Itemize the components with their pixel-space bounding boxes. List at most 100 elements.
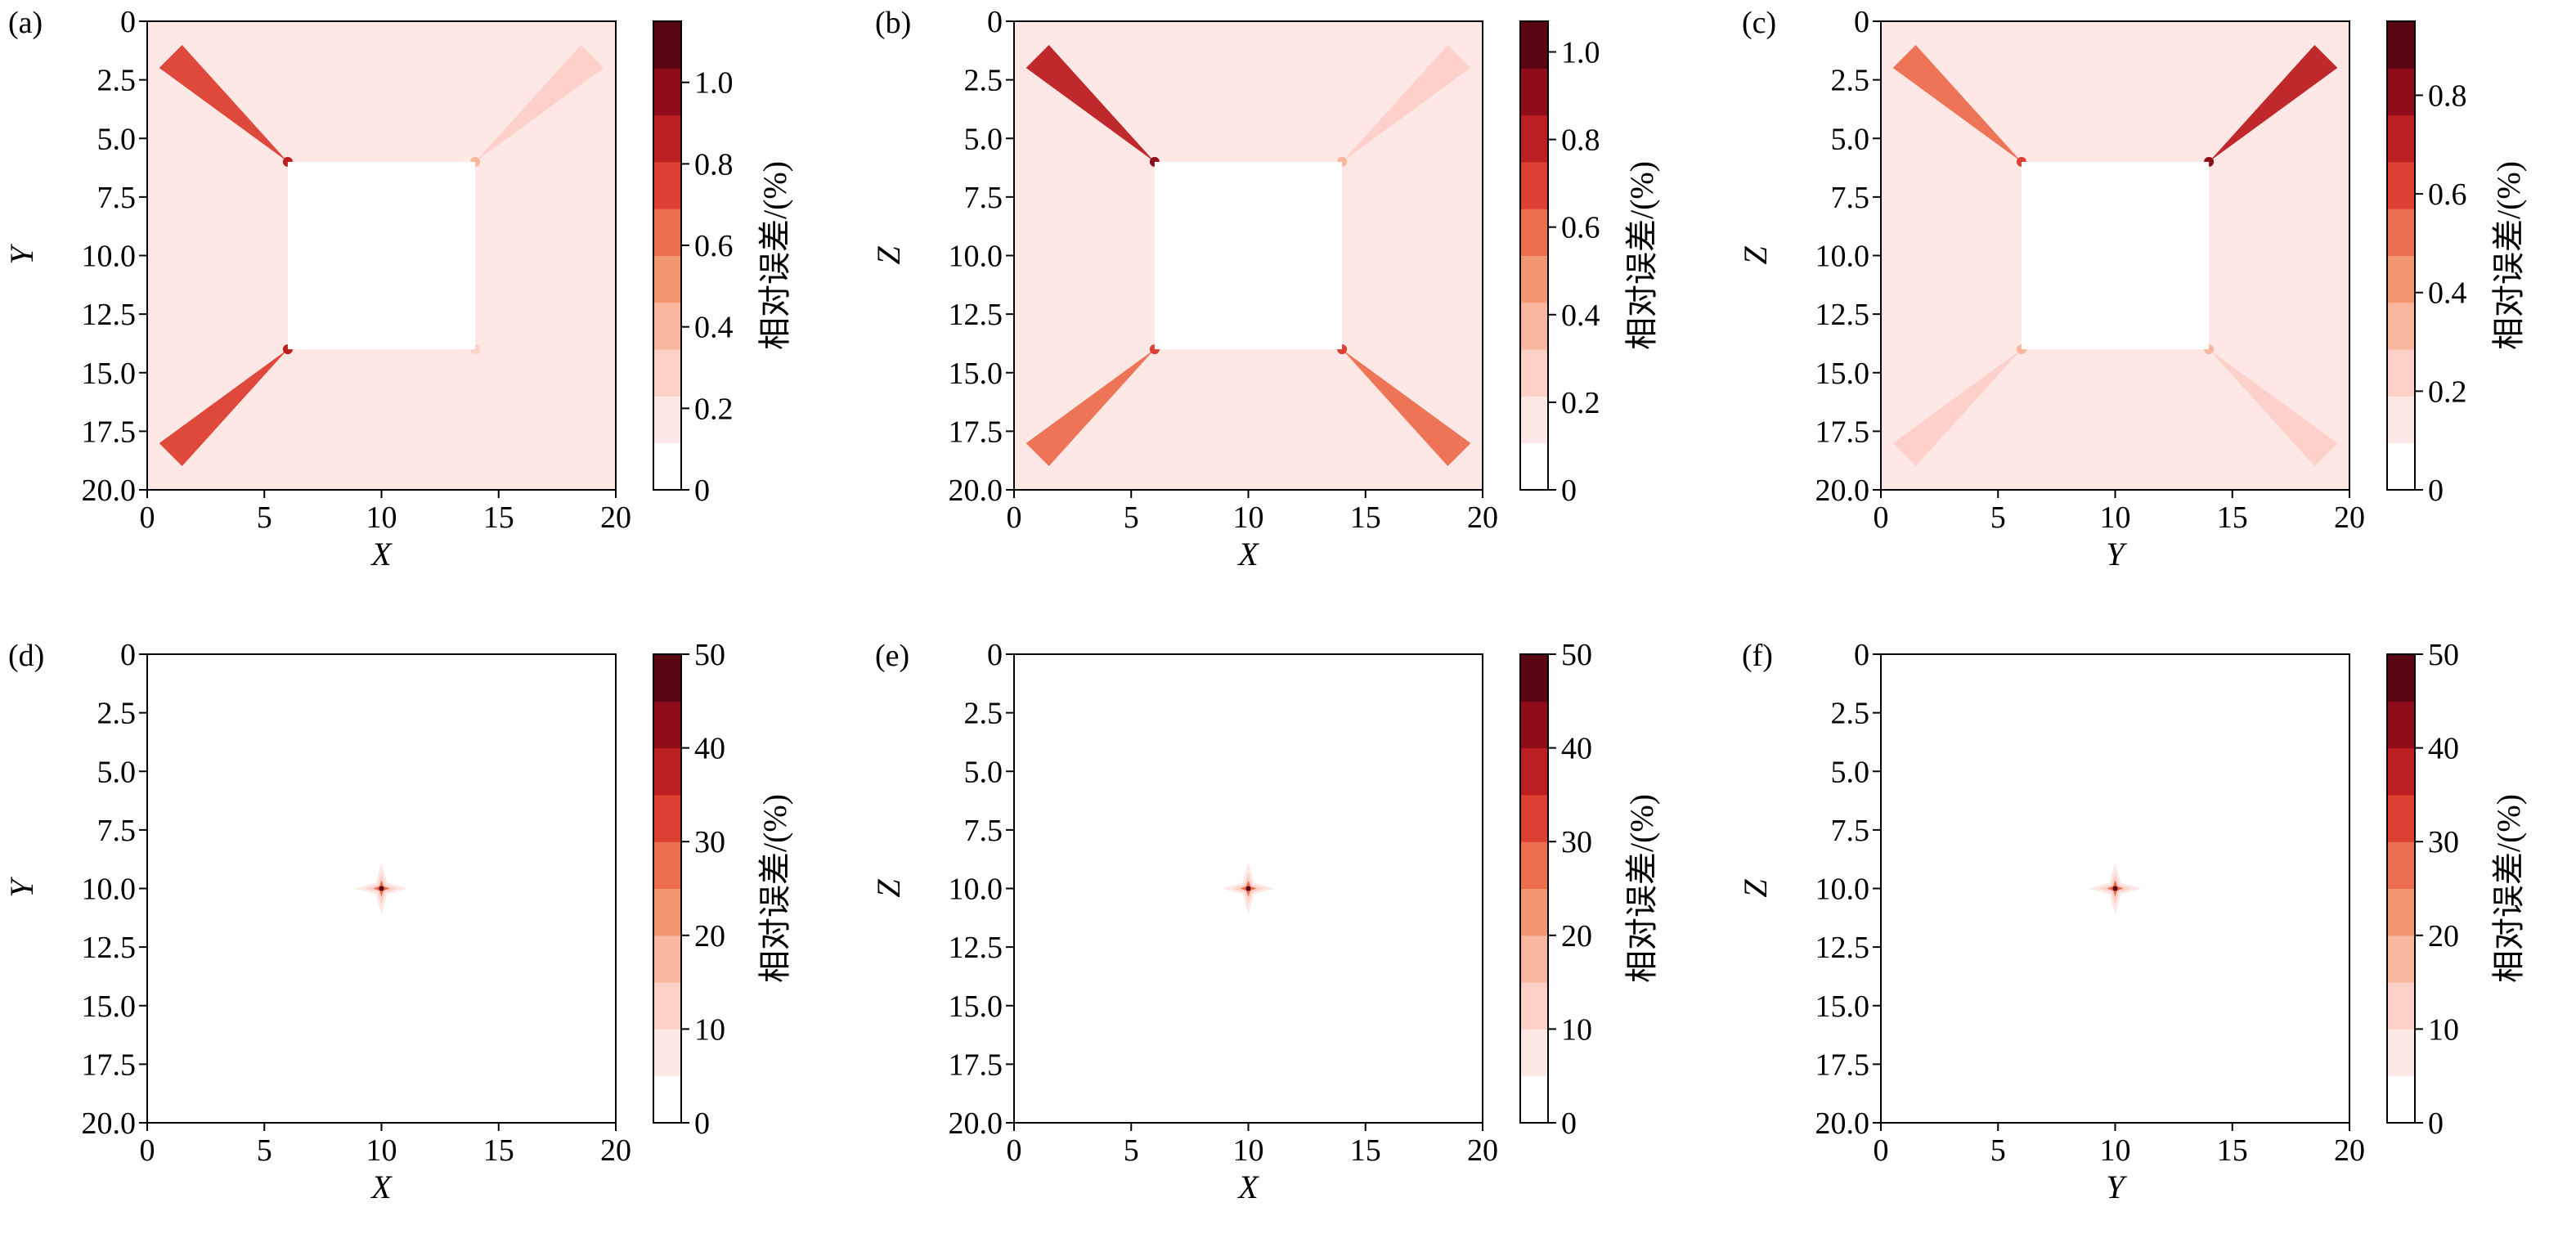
x-tick-label: 20 [1467, 500, 1498, 535]
colorbar-tick-label: 0 [694, 473, 710, 508]
heatmap-panel-5: 0 5 10 15 20 0 2.5 5.0 7.5 10.0 12.5 15.0 17.5 20.0 X Z… [870, 638, 1660, 1205]
error-streak [1892, 44, 2022, 162]
x-tick-label: 5 [1990, 500, 2006, 535]
colorbar-segment [653, 209, 681, 256]
colorbar: 0 0.2 0.4 0.6 0.8 相对误差/(%) [2386, 20, 2527, 508]
colorbar-tick-label: 40 [694, 732, 725, 766]
x-tick-label: 20 [2334, 500, 2365, 535]
colorbar-label: 相对误差/(%) [1623, 794, 1660, 983]
colorbar: 0 0.2 0.4 0.6 0.8 1.0 相对误差/(%) [653, 20, 793, 508]
y-tick-label: 0 [987, 638, 1003, 672]
x-tick-label: 15 [2217, 500, 2248, 535]
y-tick-label: 15.0 [949, 357, 1003, 391]
y-tick-label: 15.0 [82, 357, 137, 391]
low-error-patch [155, 204, 234, 307]
colorbar-segment [2387, 302, 2415, 350]
heatmap-field [147, 654, 616, 1123]
colorbar-segment [653, 841, 681, 889]
colorbar-segment [2387, 209, 2415, 256]
y-tick-label: 0 [987, 5, 1003, 39]
y-tick-label: 7.5 [97, 814, 137, 848]
heatmap-field [1881, 654, 2349, 1123]
x-axis-label: Y [2106, 536, 2127, 572]
colorbar-frame [2386, 653, 2416, 1124]
y-tick-label: 0 [1854, 638, 1869, 672]
colorbar-segment [1520, 747, 1548, 796]
x-tick-label: 15 [2217, 1133, 2248, 1168]
y-tick-label: 10.0 [949, 873, 1003, 907]
heatmap-panel-2: 0 5 10 15 20 0 2.5 5.0 7.5 10.0 12.5 15.0 17.5 20.0 X Z… [870, 5, 1660, 572]
peak-error-point [1245, 886, 1251, 891]
x-tick-label: 0 [1007, 500, 1022, 535]
x-tick-label: 5 [1124, 500, 1139, 535]
colorbar-tick-label: 0 [1561, 1106, 1577, 1141]
x-tick-label: 10 [1233, 1133, 1264, 1168]
panel-label: (c) [1742, 6, 1776, 40]
colorbar-segment [653, 255, 681, 303]
colorbar: 0 0.2 0.4 0.6 0.8 1.0 相对误差/(%) [1519, 20, 1660, 508]
heatmap-panel-4: 0 5 10 15 20 0 2.5 5.0 7.5 10.0 12.5 15.0 17.5 20.0 X Y… [3, 638, 793, 1205]
y-tick-label: 2.5 [97, 697, 137, 731]
colorbar-frame [1519, 20, 1549, 491]
y-axis-label: Z [870, 246, 907, 265]
y-tick-label: 12.5 [1815, 298, 1870, 332]
colorbar-tick-label: 50 [2428, 638, 2459, 672]
y-tick-label: 20.0 [949, 1106, 1003, 1141]
heatmap-panel-3: 0 5 10 15 20 0 2.5 5.0 7.5 10.0 12.5 15.0 17.5 20.0 Y Z… [1737, 5, 2527, 572]
low-error-patch [2076, 392, 2155, 490]
x-tick-label: 0 [1874, 500, 1889, 535]
x-tick-label: 5 [257, 500, 272, 535]
y-tick-label: 2.5 [1831, 64, 1870, 98]
x-axis-label: Y [2106, 1169, 2127, 1205]
y-tick-label: 17.5 [82, 1048, 137, 1082]
colorbar-segment [2387, 396, 2415, 444]
y-tick-label: 7.5 [964, 181, 1003, 215]
colorbar-tick-label: 0.6 [694, 229, 734, 263]
panel-label: (f) [1742, 639, 1773, 673]
y-tick-label: 10.0 [82, 873, 137, 907]
y-tick-label: 20.0 [1815, 1106, 1870, 1141]
y-tick-label: 7.5 [97, 181, 137, 215]
error-streak [475, 349, 604, 467]
y-tick-label: 5.0 [964, 122, 1003, 156]
low-error-patch [342, 21, 421, 119]
colorbar-segment [653, 302, 681, 350]
colorbar-tick-label: 0.2 [1561, 386, 1600, 420]
low-error-patch [1396, 204, 1475, 307]
y-tick-label: 5.0 [1831, 122, 1870, 156]
low-error-patch [529, 204, 608, 307]
colorbar-segment [653, 1029, 681, 1077]
colorbar-tick-label: 0 [694, 1106, 710, 1141]
colorbar-segment [1520, 794, 1548, 842]
colorbar-segment [1520, 888, 1548, 936]
colorbar-segment [1520, 21, 1548, 69]
colorbar-frame [653, 20, 682, 491]
colorbar-tick-label: 0.6 [2428, 177, 2467, 212]
error-streak [2209, 349, 2338, 467]
error-streak [2209, 44, 2338, 162]
colorbar: 0 10 20 30 40 50 相对误差/(%) [1519, 638, 1660, 1141]
x-axis-label: X [370, 536, 393, 572]
heatmap-field [1014, 654, 1483, 1123]
colorbar-tick-label: 1.0 [1561, 35, 1600, 70]
y-tick-label: 7.5 [964, 814, 1003, 848]
colorbar-segment [2387, 68, 2415, 116]
colorbar: 0 10 20 30 40 50 相对误差/(%) [653, 638, 793, 1141]
y-tick-label: 20.0 [949, 473, 1003, 508]
error-streak [1342, 44, 1471, 162]
colorbar-segment [653, 21, 681, 69]
colorbar-segment [653, 1075, 681, 1124]
colorbar-tick-label: 10 [694, 1012, 725, 1047]
low-error-patch [1888, 204, 1968, 307]
y-tick-label: 10.0 [949, 240, 1003, 274]
y-tick-label: 12.5 [82, 931, 137, 965]
colorbar-segment [1520, 935, 1548, 983]
y-tick-label: 17.5 [1815, 1048, 1870, 1082]
colorbar-frame [653, 653, 682, 1124]
x-tick-label: 0 [140, 500, 155, 535]
colorbar-label: 相对误差/(%) [2490, 161, 2527, 350]
y-tick-label: 17.5 [1815, 415, 1870, 449]
colorbar-tick-label: 0.6 [1561, 211, 1600, 245]
colorbar-segment [2387, 841, 2415, 889]
colorbar-segment [653, 747, 681, 796]
